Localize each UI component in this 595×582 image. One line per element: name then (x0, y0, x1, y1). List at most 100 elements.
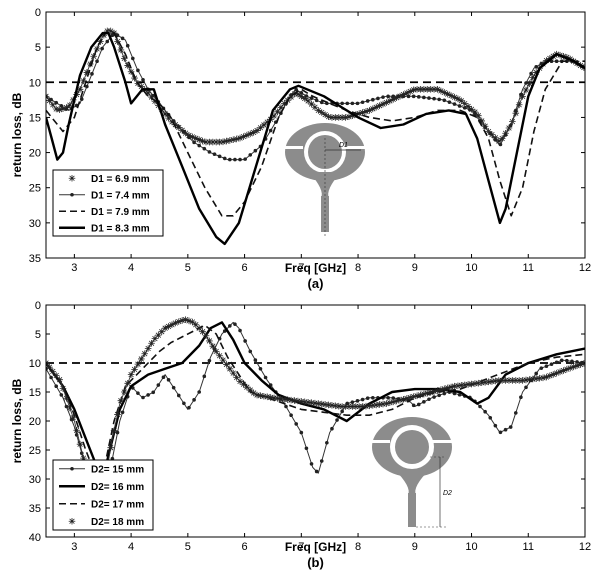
series-marker-2 (136, 68, 140, 73)
series-marker-4 (498, 377, 506, 384)
series-marker-1 (559, 358, 564, 363)
series-marker-1 (488, 131, 496, 138)
series-marker-2 (238, 157, 242, 162)
series-marker-1 (328, 114, 336, 121)
series-marker-1 (124, 62, 132, 69)
series-marker-4 (117, 397, 125, 404)
series-marker-4 (304, 398, 312, 406)
series-marker-4 (352, 403, 360, 410)
series-marker-1 (243, 131, 251, 139)
series-marker-1 (120, 410, 125, 415)
series-marker-1 (192, 134, 200, 142)
series-marker-1 (359, 109, 366, 116)
series-marker-1 (315, 107, 322, 114)
series-marker-1 (508, 425, 513, 429)
series-marker-1 (340, 409, 344, 414)
series-marker-1 (570, 359, 574, 364)
x-tick-label: 12 (579, 541, 591, 553)
series-marker-2 (248, 153, 253, 157)
series-marker-4 (471, 380, 479, 387)
x-tick-label: 8 (355, 541, 361, 553)
series-marker-1 (495, 137, 503, 145)
series-marker-4 (342, 403, 349, 410)
legend-box (52, 459, 154, 531)
series-marker-4 (298, 398, 305, 405)
series-marker-1 (369, 105, 377, 113)
series-marker-4 (338, 403, 346, 410)
series-marker-4 (372, 401, 380, 409)
series-marker-2 (268, 128, 273, 133)
series-marker-1 (260, 121, 268, 129)
legend-marker (70, 192, 74, 197)
series-marker-2 (54, 100, 59, 105)
series-marker-4 (505, 377, 513, 384)
series-marker-1 (413, 86, 421, 93)
series-marker-1 (321, 111, 329, 118)
series-marker-4 (475, 379, 482, 387)
series-marker-1 (335, 114, 343, 121)
series-marker-4 (468, 380, 475, 388)
series-marker-4 (464, 381, 472, 388)
series-marker-2 (171, 119, 176, 123)
series-marker-4 (267, 394, 274, 401)
series-marker-4 (389, 398, 397, 406)
series-marker-2 (513, 108, 518, 113)
series-marker-2 (233, 157, 237, 162)
series-marker-4 (383, 400, 390, 407)
series-marker-4 (175, 318, 183, 325)
series-marker-1 (309, 462, 314, 466)
series-marker-1 (299, 430, 304, 435)
series-marker-1 (263, 375, 268, 380)
series-marker-4 (349, 403, 356, 410)
y-tick-label: 25 (29, 445, 41, 457)
series-marker-1 (277, 104, 285, 111)
series-marker-1 (483, 409, 487, 414)
series-marker-4 (413, 392, 421, 400)
series-marker-2 (381, 95, 385, 99)
series-marker-1 (338, 114, 346, 121)
series-marker-1 (498, 430, 503, 435)
series-marker-2 (360, 100, 365, 105)
series-marker-4 (447, 383, 455, 391)
series-marker-1 (301, 95, 309, 102)
series-marker-4 (284, 396, 291, 403)
series-marker-1 (383, 99, 390, 106)
series-marker-2 (49, 97, 53, 102)
series-marker-4 (345, 403, 353, 410)
plot-area (46, 27, 585, 246)
y-tick-label: 30 (29, 474, 41, 486)
series-marker-1 (304, 446, 309, 451)
antenna-taper (309, 172, 341, 198)
series-marker-2 (457, 104, 462, 108)
series-marker-1 (240, 133, 247, 140)
series-marker-1 (76, 86, 84, 93)
series-marker-4 (526, 376, 533, 383)
series-marker-4 (325, 401, 332, 409)
x-axis-label: Freq [GHz] (285, 261, 346, 275)
series-line-3 (46, 32, 585, 217)
series-marker-4 (485, 378, 492, 386)
series-line-4 (46, 31, 585, 246)
series-marker-1 (144, 89, 152, 97)
series-marker-1 (287, 93, 295, 101)
series-marker-1 (389, 96, 397, 103)
series-marker-1 (80, 77, 87, 85)
series-marker-4 (141, 350, 149, 358)
series-marker-2 (110, 33, 115, 37)
series-marker-2 (432, 96, 436, 101)
series-marker-1 (223, 137, 230, 145)
series-marker-4 (376, 401, 383, 408)
series-marker-1 (52, 105, 60, 113)
series-marker-1 (238, 328, 242, 333)
antenna-gap (345, 146, 367, 149)
figure-caption: (a) (308, 276, 324, 291)
series-marker-4 (532, 375, 540, 382)
series-marker-1 (325, 440, 329, 445)
series-marker-1 (274, 108, 281, 116)
series-marker-4 (570, 363, 577, 371)
series-marker-2 (151, 93, 156, 98)
series-marker-2 (462, 106, 467, 110)
series-marker-2 (406, 94, 411, 99)
series-marker-4 (124, 380, 132, 387)
series-marker-1 (522, 86, 530, 94)
